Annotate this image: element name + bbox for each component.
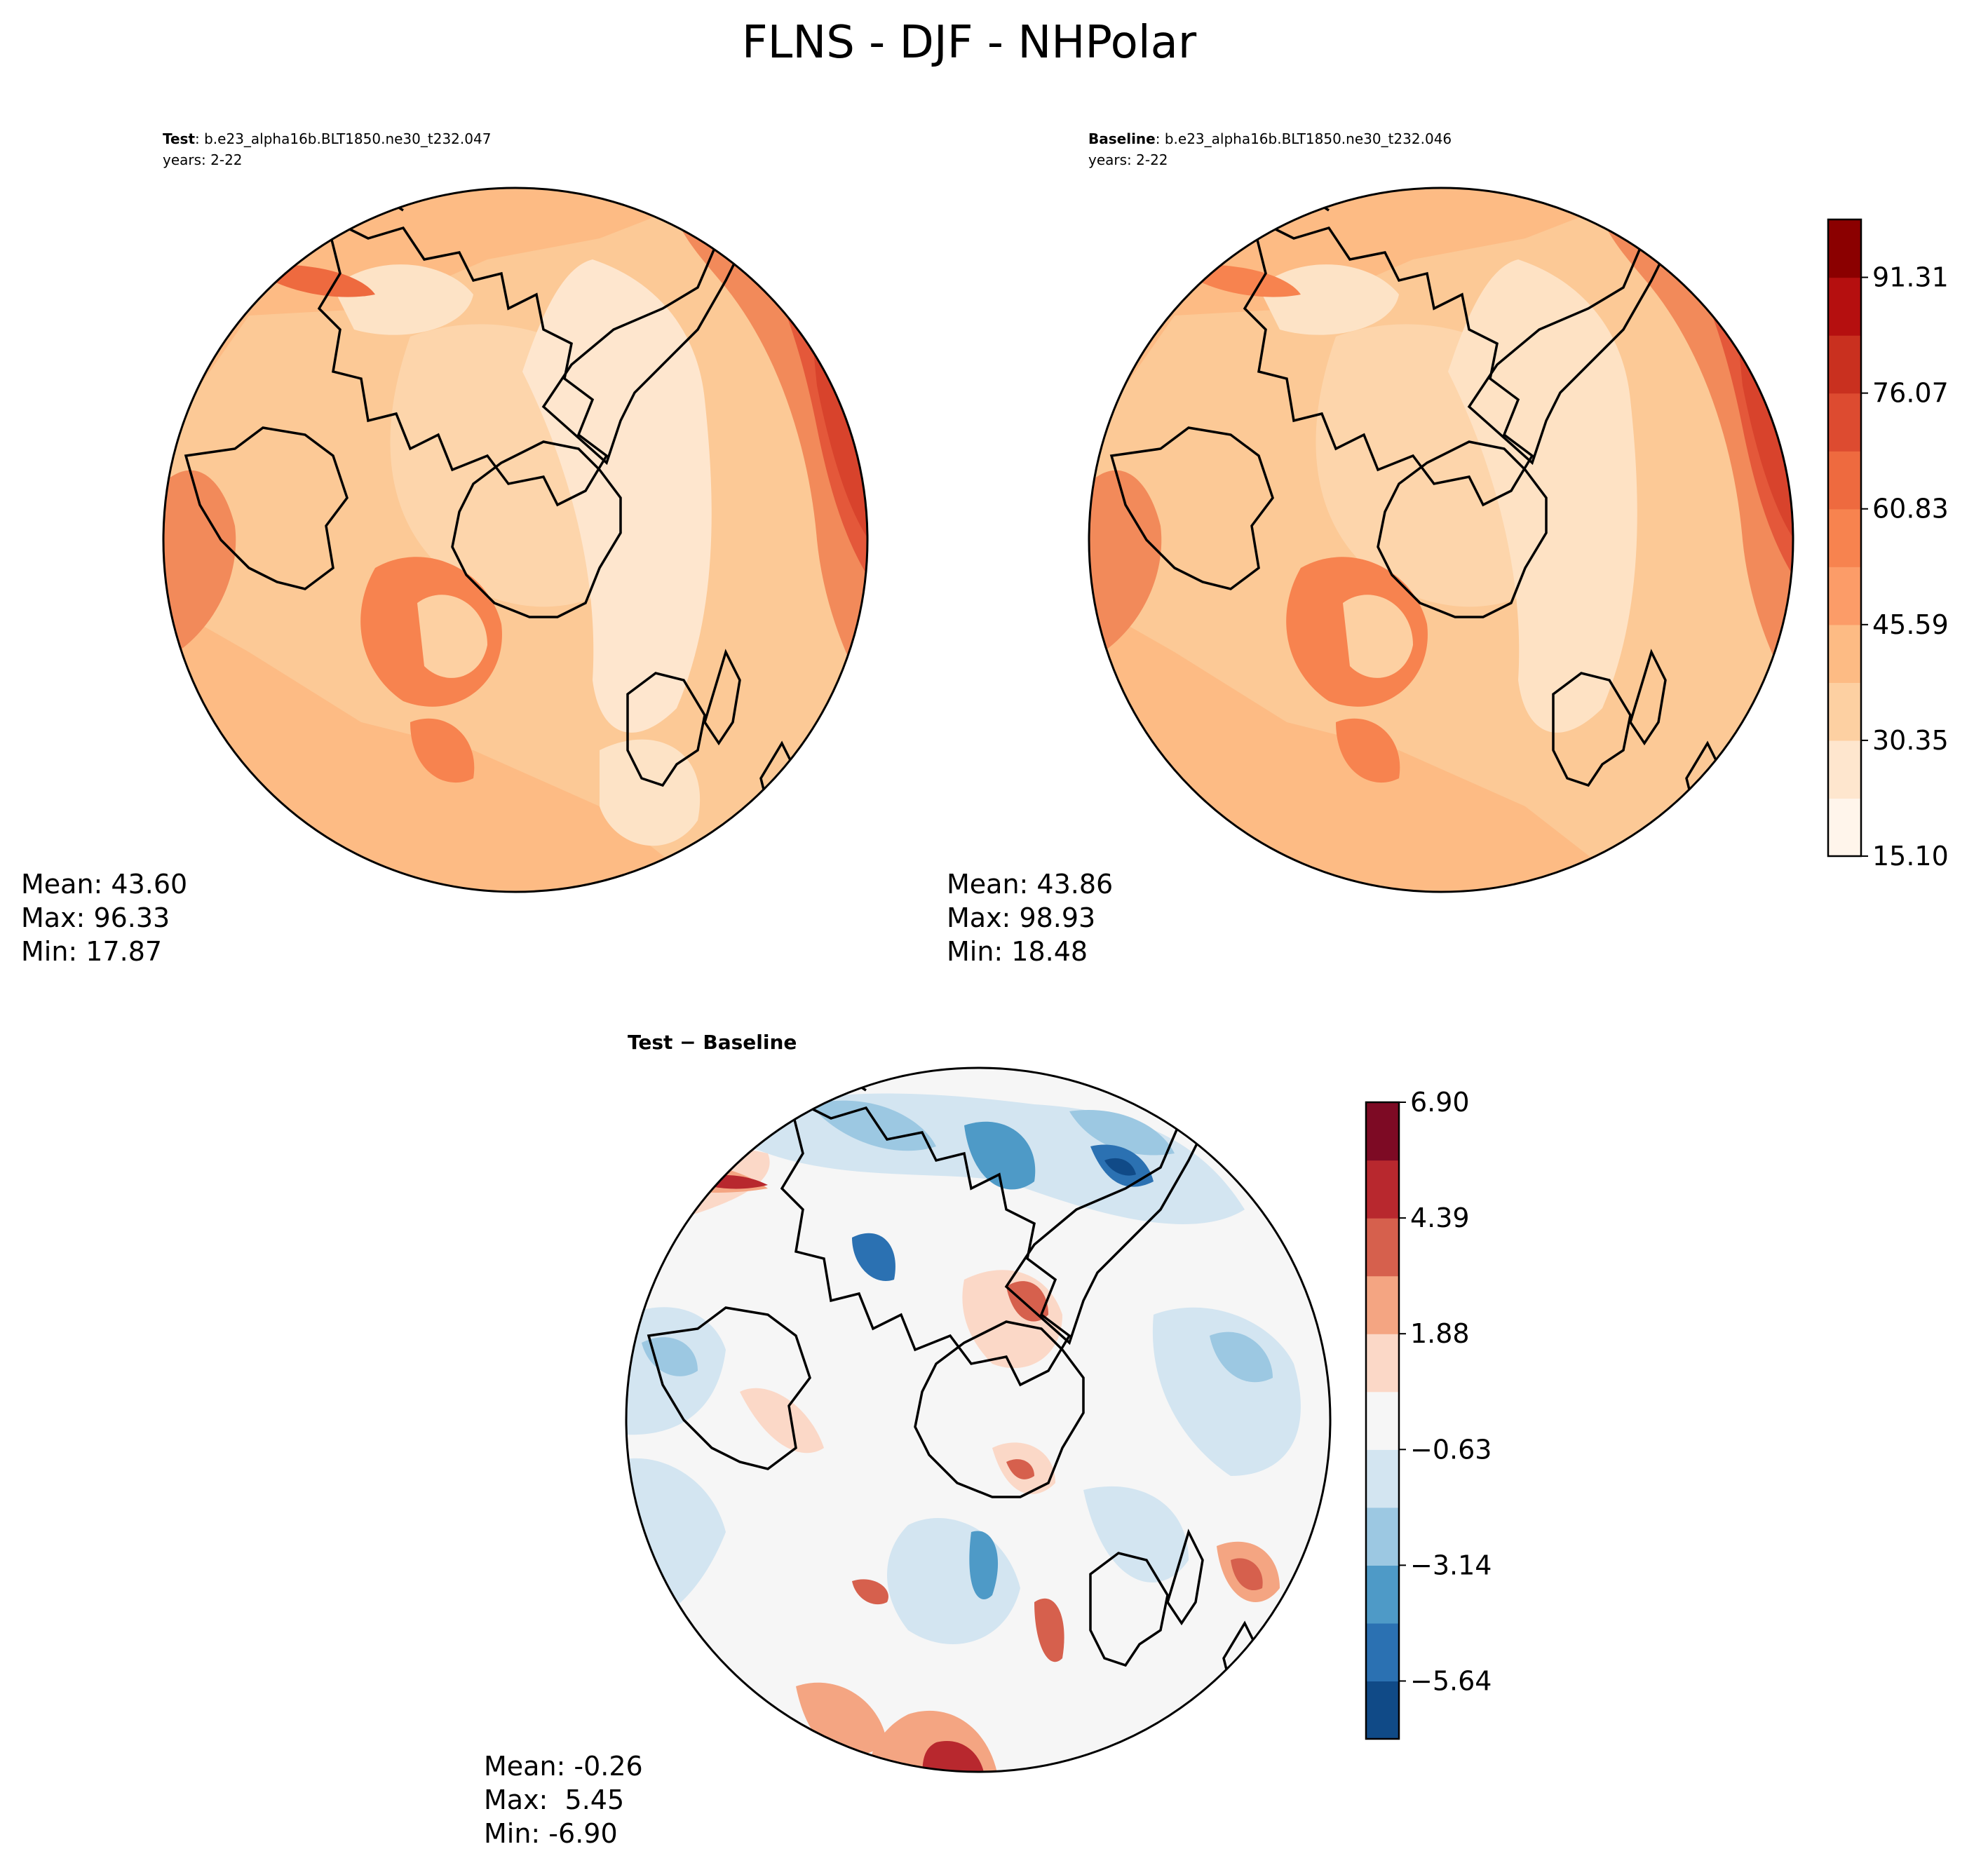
diff-colorbar-segment — [1366, 1391, 1399, 1450]
main-colorbar-tick-label: 76.07 — [1872, 378, 1949, 409]
diff-colorbar-segment — [1366, 1507, 1399, 1566]
main-colorbar-tick-label: 60.83 — [1872, 494, 1949, 524]
diff-colorbar-segment — [1366, 1218, 1399, 1277]
main-colorbar-segment — [1828, 624, 1861, 683]
main-colorbar-tick-label: 30.35 — [1872, 725, 1949, 756]
diff-max: Max: 5.45 — [484, 1784, 624, 1815]
test-label-bold: Test — [163, 130, 195, 147]
test-min: Min: 17.87 — [21, 936, 162, 967]
figure-title: FLNS - DJF - NHPolar — [742, 17, 1197, 69]
baseline-mean: Mean: 43.86 — [947, 869, 1113, 900]
diff-panel: Test − Baseline — [484, 1031, 1332, 1849]
test-label-rest: : b.e23_alpha16b.BLT1850.ne30_t232.047 — [195, 130, 491, 147]
main-colorbar-segment — [1828, 567, 1861, 625]
diff-colorbar-segment — [1366, 1565, 1399, 1624]
baseline-min: Min: 18.48 — [947, 936, 1088, 967]
baseline-panel: Baseline: b.e23_alpha16b.BLT1850.ne30_t2… — [947, 130, 1794, 967]
diff-colorbar-tick-label: −0.63 — [1410, 1434, 1492, 1465]
diff-colorbar-tick-label: 1.88 — [1410, 1318, 1470, 1349]
diff-polar-map — [625, 1066, 1332, 1773]
diff-colorbar-tick-label: 6.90 — [1410, 1087, 1470, 1118]
diff-colorbar-segment — [1366, 1334, 1399, 1393]
test-polar-map — [162, 187, 869, 893]
baseline-years: years: 2-22 — [1088, 151, 1168, 168]
main-colorbar-segment — [1828, 682, 1861, 741]
main-colorbar-segment — [1828, 451, 1861, 510]
baseline-panel-label: Baseline: b.e23_alpha16b.BLT1850.ne30_t2… — [1088, 130, 1452, 147]
test-years: years: 2-22 — [163, 151, 243, 168]
main-colorbar-segment — [1828, 740, 1861, 799]
test-mean: Mean: 43.60 — [21, 869, 187, 900]
baseline-polar-map — [1088, 187, 1794, 893]
main-colorbar-segment — [1828, 798, 1861, 857]
diff-colorbar-segment — [1366, 1275, 1399, 1334]
main-colorbar-frame — [1827, 218, 1862, 858]
main-colorbar-segment — [1828, 335, 1861, 394]
main-colorbar-segment — [1828, 219, 1861, 278]
diff-colorbar: −5.64 −3.14 −0.63 1.88 4.39 6.90 — [1365, 1087, 1492, 1740]
diff-colorbar-segment — [1366, 1449, 1399, 1508]
baseline-max: Max: 98.93 — [947, 902, 1095, 933]
main-colorbar-tick-label: 45.59 — [1872, 609, 1949, 640]
test-panel-label: Test: b.e23_alpha16b.BLT1850.ne30_t232.0… — [163, 130, 491, 147]
diff-colorbar-tick-label: −3.14 — [1410, 1550, 1492, 1580]
diff-min: Min: -6.90 — [484, 1818, 618, 1849]
diff-mean: Mean: -0.26 — [484, 1751, 643, 1782]
diff-colorbar-tick-label: 4.39 — [1410, 1202, 1470, 1233]
diff-colorbar-segment — [1366, 1681, 1399, 1740]
main-colorbar-segment — [1828, 277, 1861, 336]
main-colorbar-tick-label: 91.31 — [1872, 262, 1949, 293]
main-colorbar-segment — [1828, 393, 1861, 452]
main-colorbar-segment — [1828, 508, 1861, 567]
main-colorbar: 15.10 30.35 45.59 60.83 76.07 91.31 — [1827, 218, 1949, 872]
diff-colorbar-segment — [1366, 1160, 1399, 1219]
test-panel: Test: b.e23_alpha16b.BLT1850.ne30_t232.0… — [21, 130, 869, 967]
diff-colorbar-tick-label: −5.64 — [1410, 1665, 1492, 1696]
diff-title: Test − Baseline — [628, 1031, 797, 1054]
main-colorbar-tick-label: 15.10 — [1872, 841, 1949, 872]
baseline-label-bold: Baseline — [1088, 130, 1156, 147]
baseline-label-rest: : b.e23_alpha16b.BLT1850.ne30_t232.046 — [1156, 130, 1452, 147]
diff-colorbar-segment — [1366, 1102, 1399, 1161]
diff-colorbar-segment — [1366, 1622, 1399, 1682]
diff-colorbar-frame — [1365, 1101, 1400, 1740]
test-max: Max: 96.33 — [21, 902, 170, 933]
